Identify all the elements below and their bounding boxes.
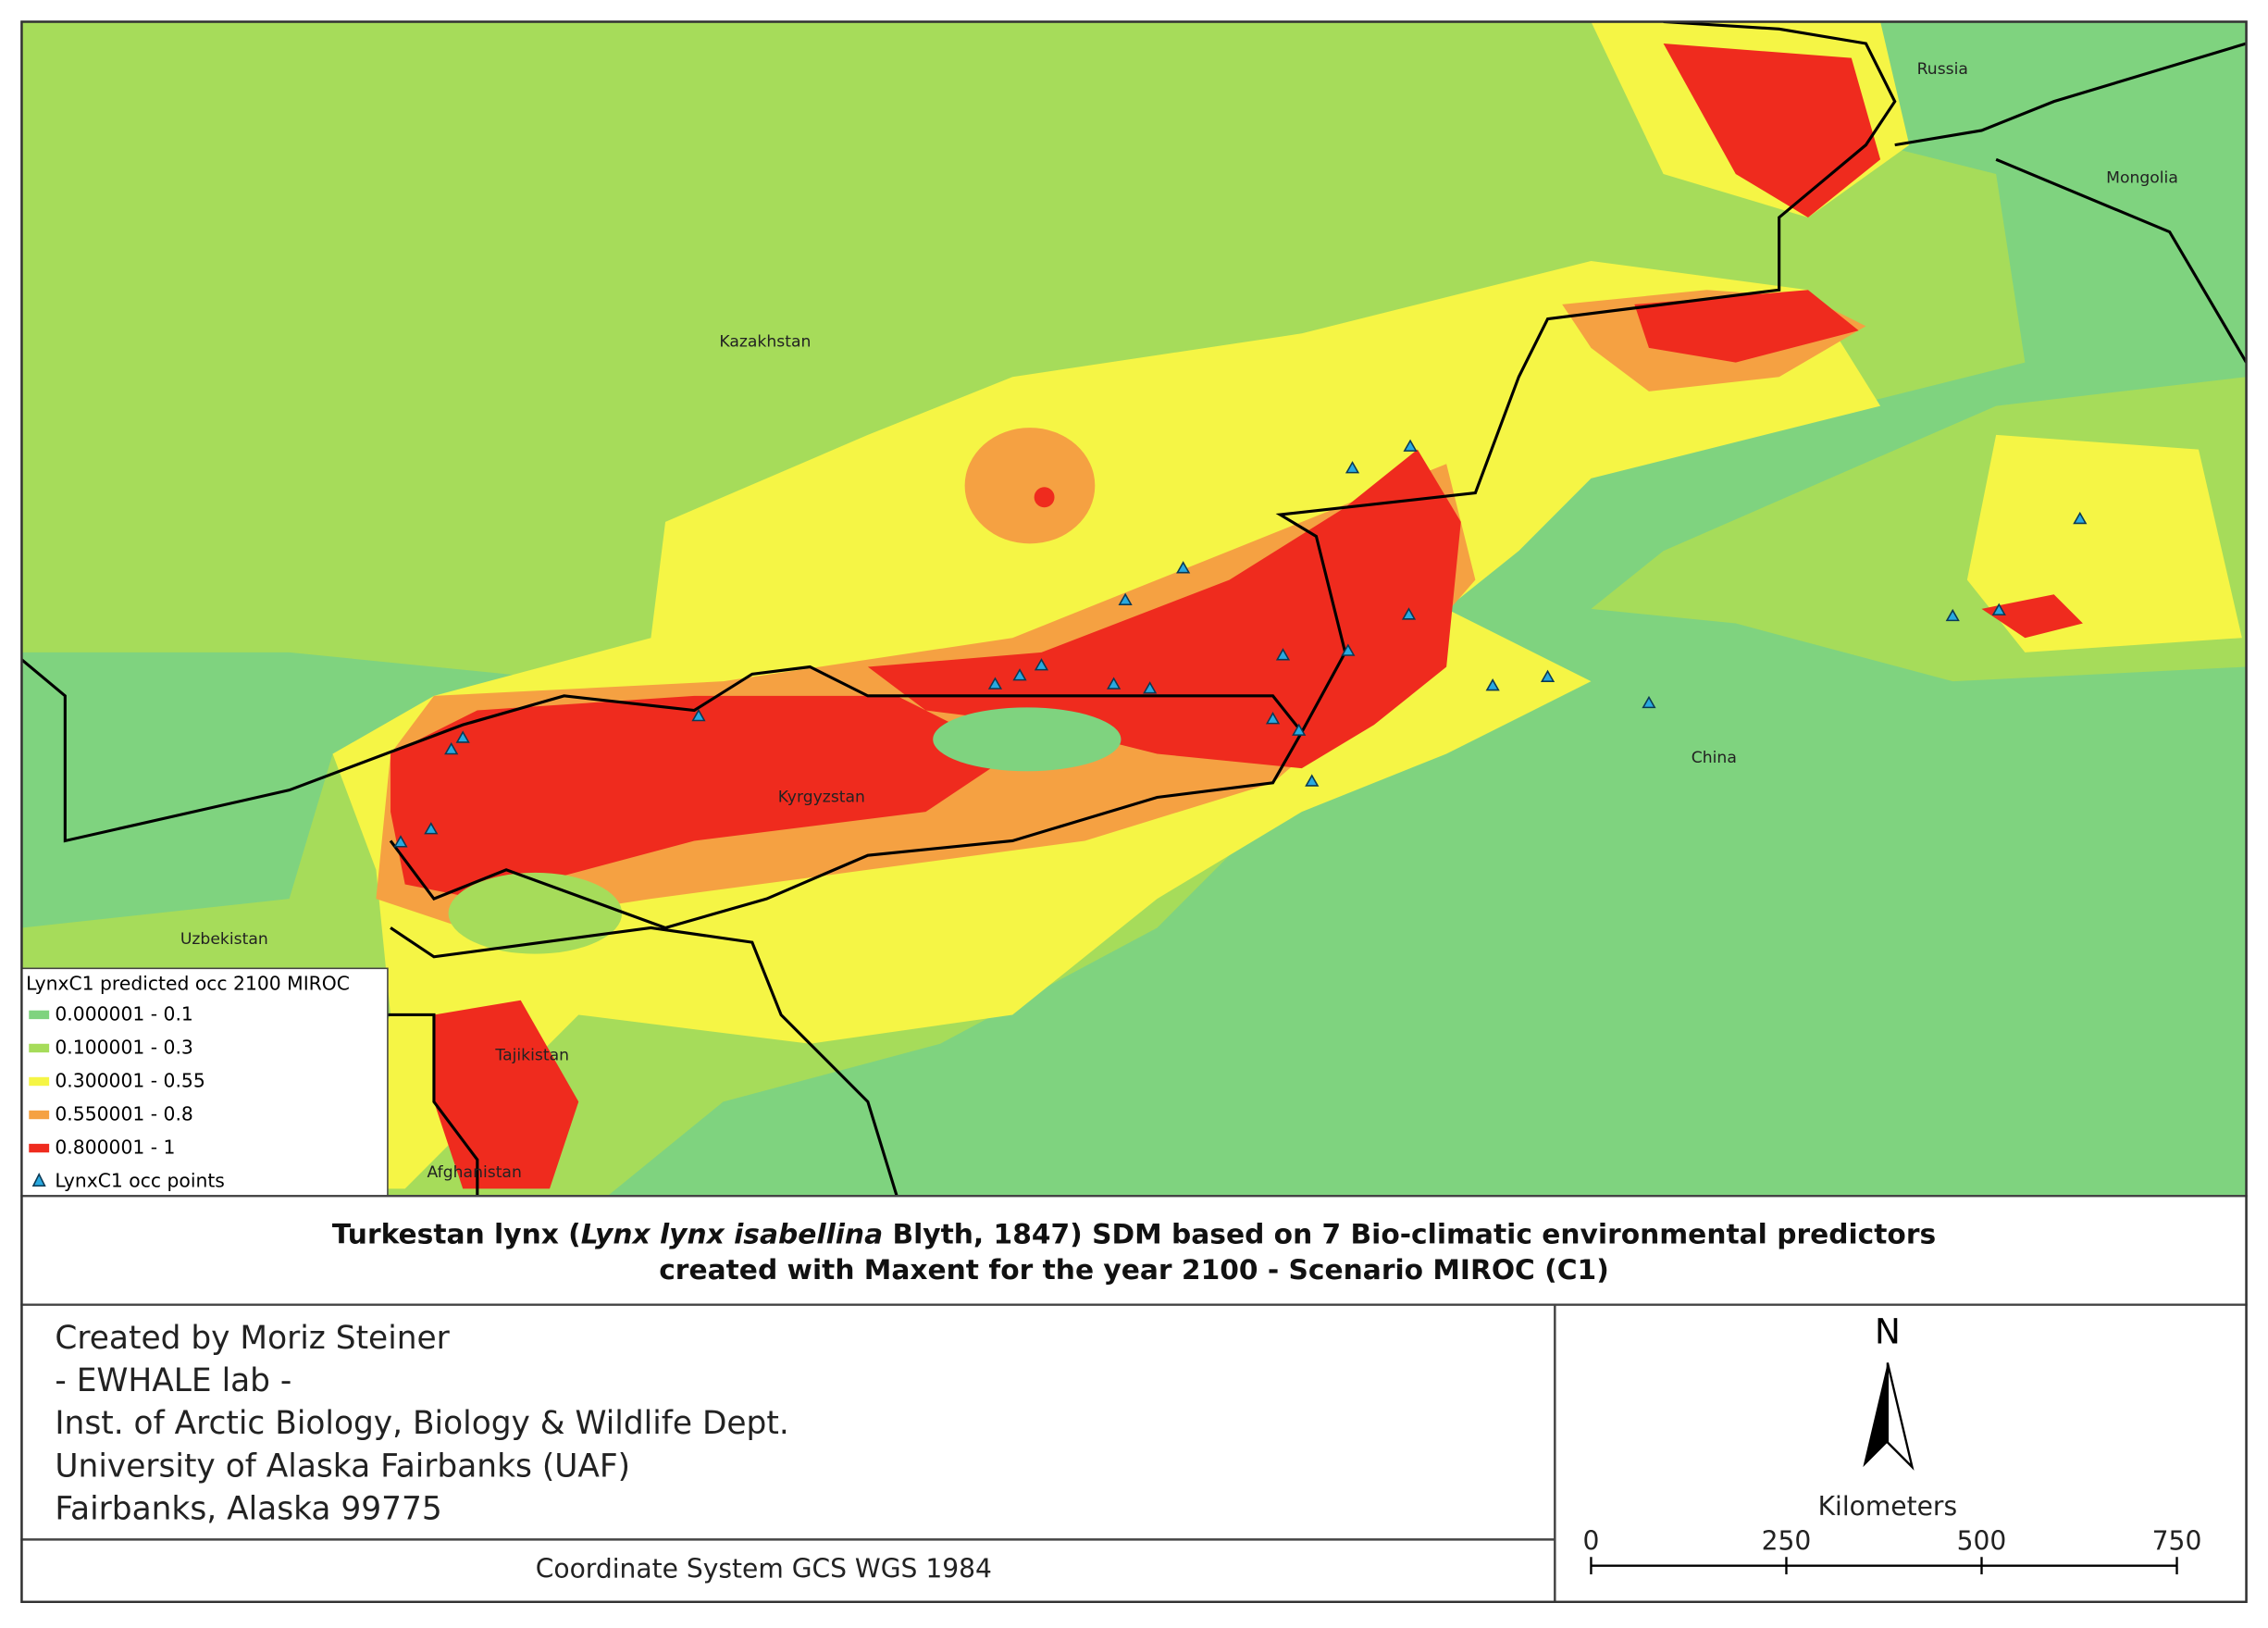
legend-label: 0.100001 - 0.3 bbox=[55, 1036, 192, 1058]
lake bbox=[933, 707, 1122, 772]
class-4-area bbox=[1981, 594, 2083, 639]
north-arrow-left bbox=[1863, 1362, 1888, 1468]
class-4-area bbox=[1034, 487, 1055, 508]
title-line-1: Turkestan lynx (Lynx lynx isabellina Bly… bbox=[332, 1218, 1936, 1250]
scale-tick-label: 500 bbox=[1957, 1526, 2007, 1557]
class-4-area bbox=[390, 695, 1013, 900]
north-label: N bbox=[1875, 1311, 1901, 1352]
title-italic: Lynx lynx isabellina bbox=[581, 1218, 883, 1250]
place-label: Afghanistan bbox=[428, 1163, 522, 1182]
place-label: Uzbekistan bbox=[180, 930, 268, 949]
outer-border bbox=[20, 20, 2248, 1603]
legend-label: 0.550001 - 0.8 bbox=[55, 1103, 192, 1125]
class-3-area bbox=[964, 428, 1096, 544]
class-4-area bbox=[1663, 43, 1881, 217]
legend-label: 0.000001 - 0.1 bbox=[55, 1002, 192, 1025]
north-arrow bbox=[1863, 1362, 1915, 1471]
scale-tick-label: 0 bbox=[1582, 1526, 1599, 1557]
coordinate-system: Coordinate System GCS WGS 1984 bbox=[536, 1553, 992, 1584]
legend-label: 0.300001 - 0.55 bbox=[55, 1069, 204, 1091]
country-borders bbox=[21, 21, 2247, 1197]
place-label: Russia bbox=[1917, 60, 1968, 79]
class-4-area bbox=[433, 1000, 579, 1189]
place-label: Tajikistan bbox=[494, 1046, 569, 1064]
credits: Created by Moriz Steiner - EWHALE lab - In… bbox=[55, 1320, 788, 1528]
legend-box bbox=[20, 967, 389, 1198]
credit-line: - EWHALE lab - bbox=[55, 1362, 291, 1399]
credits-box bbox=[20, 1303, 1556, 1541]
credit-line: Created by Moriz Steiner bbox=[55, 1320, 450, 1357]
legend: LynxC1 predicted occ 2100 MIROC 0.000001… bbox=[20, 967, 389, 1198]
credit-line: Fairbanks, Alaska 99775 bbox=[55, 1491, 441, 1528]
legend-swatch bbox=[29, 1143, 50, 1153]
title-box bbox=[20, 1195, 2248, 1306]
title-text: Turkestan lynx ( bbox=[332, 1218, 581, 1250]
scale-bar: 0 250 500 750 bbox=[1582, 1526, 2202, 1575]
scale-unit: Kilometers bbox=[1818, 1491, 1958, 1522]
valley bbox=[448, 872, 623, 954]
legend-point-symbol bbox=[31, 1172, 46, 1187]
place-label: China bbox=[1692, 749, 1737, 767]
legend-label: 0.800001 - 1 bbox=[55, 1137, 175, 1159]
occurrence-points bbox=[393, 439, 2088, 848]
map-frame: Russia Mongolia Kazakhstan China Kyrgyzs… bbox=[20, 20, 2248, 1198]
class-4-area bbox=[867, 449, 1461, 769]
legend-swatch bbox=[29, 1043, 50, 1053]
coordinate-box bbox=[20, 1538, 1556, 1603]
scale-tick-label: 250 bbox=[1762, 1526, 1812, 1557]
legend-swatch bbox=[29, 1076, 50, 1087]
credit-line: Inst. of Arctic Biology, Biology & Wildl… bbox=[55, 1405, 788, 1442]
class-1-area bbox=[21, 21, 2026, 682]
title-text: Blyth, 1847) SDM based on 7 Bio-climatic… bbox=[883, 1218, 1936, 1250]
class-4-area bbox=[1634, 290, 1859, 363]
legend-label: LynxC1 occ points bbox=[55, 1170, 224, 1192]
north-arrow-right bbox=[1886, 1362, 1915, 1471]
title-line-2: created with Maxent for the year 2100 - … bbox=[659, 1254, 1609, 1286]
legend-swatch bbox=[29, 1110, 50, 1120]
legend-swatch bbox=[29, 1010, 50, 1020]
scale-tick-label: 750 bbox=[2152, 1526, 2202, 1557]
place-label: Mongolia bbox=[2106, 169, 2178, 188]
legend-title: LynxC1 predicted occ 2100 MIROC bbox=[26, 973, 350, 995]
place-label: Kyrgyzstan bbox=[778, 788, 865, 806]
place-label: Kazakhstan bbox=[719, 333, 811, 352]
credit-line: University of Alaska Fairbanks (UAF) bbox=[55, 1448, 630, 1485]
